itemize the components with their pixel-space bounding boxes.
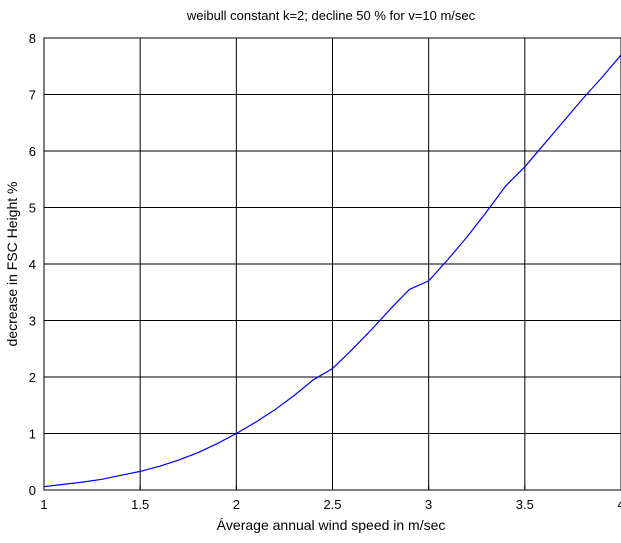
plot-frame — [43, 37, 621, 491]
y-tick-label: 8 — [29, 31, 36, 46]
x-tick-label: 2 — [233, 497, 240, 512]
x-tick-label: 2.5 — [323, 497, 341, 512]
x-tick-label: 3.5 — [516, 497, 534, 512]
y-tick-label: 0 — [29, 483, 36, 498]
y-tick-label: 7 — [29, 88, 36, 103]
grid — [44, 38, 621, 490]
series-line — [43, 54, 621, 488]
x-tick-label: 1.5 — [131, 497, 149, 512]
chart-title: weibull constant k=2; decline 50 % for v… — [186, 8, 476, 23]
y-tick-label: 6 — [29, 144, 36, 159]
y-tick-label: 5 — [29, 201, 36, 216]
x-tick-label: 1 — [40, 497, 47, 512]
y-tick-label: 2 — [29, 370, 36, 385]
x-tick-label: 4 — [617, 497, 621, 512]
x-axis-label: Áverage annual wind speed in m/sec — [217, 517, 446, 533]
series — [43, 54, 621, 488]
y-tick-label: 4 — [29, 257, 36, 272]
y-axis-label: decrease in FSC Height % — [4, 182, 20, 347]
x-tick-label: 3 — [425, 497, 432, 512]
y-tick-label: 3 — [29, 314, 36, 329]
y-tick-label: 1 — [29, 427, 36, 442]
